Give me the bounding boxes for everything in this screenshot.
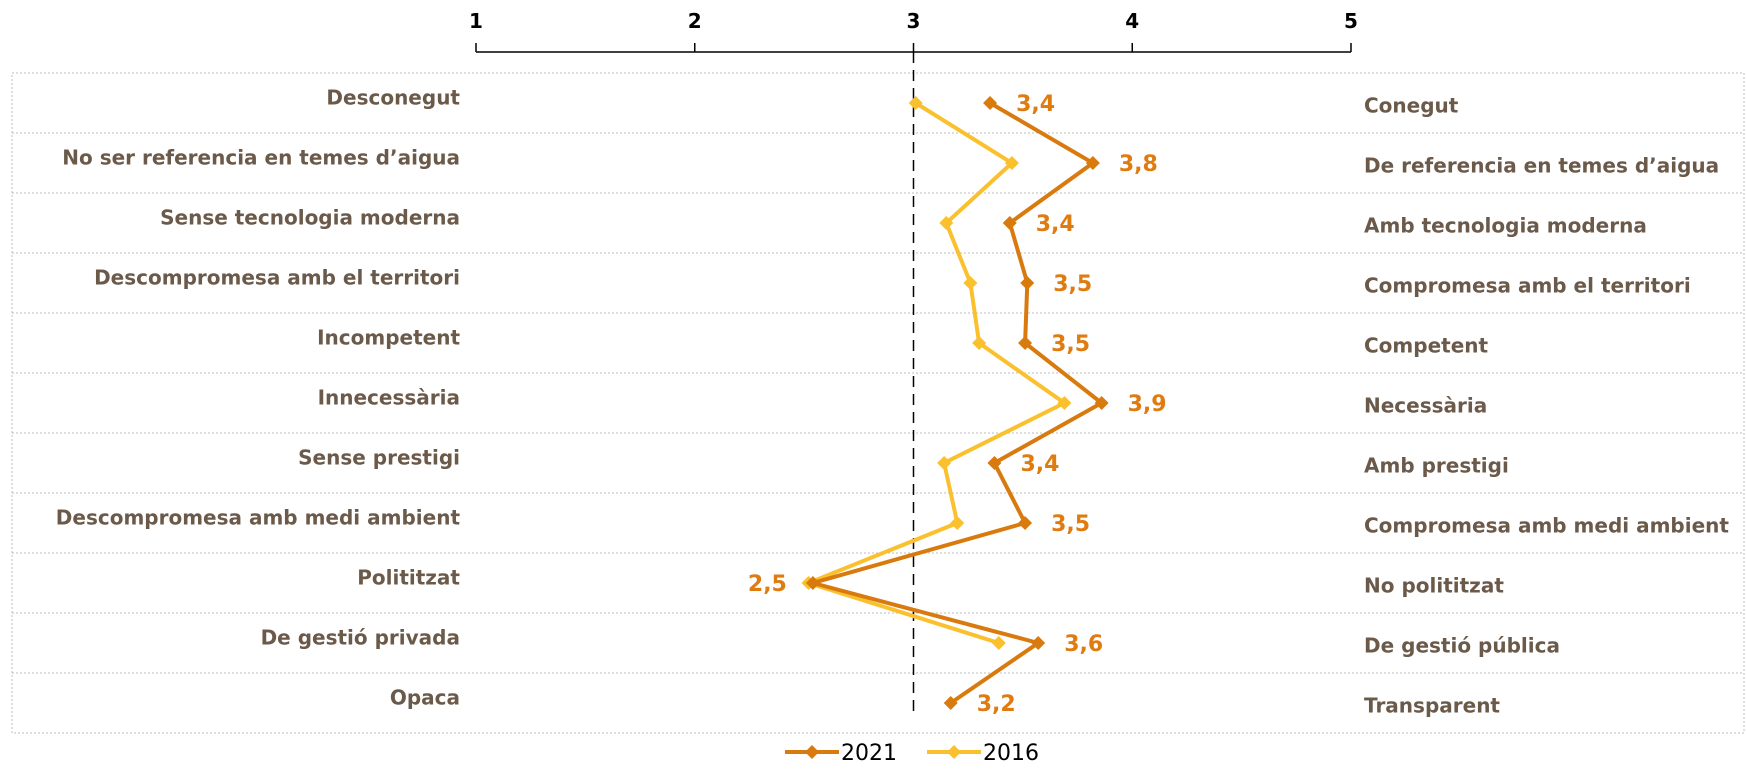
series-point-2021: [1085, 156, 1100, 170]
right-label: Amb tecnologia moderna: [1364, 214, 1647, 238]
left-label: Desconegut: [326, 86, 460, 110]
right-label: De gestió pública: [1364, 634, 1560, 658]
series-point-2016: [991, 636, 1006, 650]
data-label: 3,4: [1036, 212, 1075, 237]
left-label: Descompromesa amb medi ambient: [56, 506, 461, 530]
left-label: Sense tecnologia moderna: [160, 206, 460, 230]
left-label: Polititzat: [357, 566, 460, 590]
left-label: De gestió privada: [261, 626, 460, 650]
series-point-2021: [1018, 336, 1033, 350]
series-point-2016: [1057, 396, 1072, 410]
legend: 2021 2016: [785, 741, 1039, 766]
top-axis: 1 2 3 4 5: [469, 9, 1358, 53]
series-point-2021: [805, 576, 820, 590]
series-point-2021: [943, 696, 958, 710]
legend-label: 2016: [983, 741, 1039, 766]
series-point-2016: [972, 336, 987, 350]
side-labels: Desconegut No ser referencia en temes d’a…: [56, 86, 1730, 718]
series-point-2016: [939, 216, 954, 230]
data-labels: 3,4 3,8 3,4 3,5 3,5 3,9 3,4 3,5 2,5 3,6 3,2: [748, 92, 1167, 717]
x-tick-label: 1: [469, 9, 483, 33]
series-lines: [801, 96, 1109, 710]
series-point-2021: [1020, 276, 1035, 290]
series-point-2021: [1018, 516, 1033, 530]
right-label: Amb prestigi: [1364, 454, 1509, 478]
series-point-2016: [963, 276, 978, 290]
data-label: 2,5: [748, 572, 787, 597]
legend-marker-2021: [805, 745, 819, 759]
left-label: Incompetent: [317, 326, 460, 350]
data-label: 3,5: [1053, 272, 1092, 297]
series-point-2021: [1031, 636, 1046, 650]
data-label: 3,2: [977, 692, 1016, 717]
series-point-2021: [983, 96, 998, 110]
data-label: 3,6: [1064, 632, 1103, 657]
right-label: Compromesa amb medi ambient: [1364, 514, 1729, 538]
series-point-2021: [1002, 216, 1017, 230]
data-label: 3,5: [1051, 512, 1090, 537]
series-point-2021: [987, 456, 1002, 470]
data-label: 3,9: [1128, 392, 1167, 417]
series-point-2016: [937, 456, 952, 470]
right-label: De referencia en temes d’aigua: [1364, 154, 1719, 178]
left-label: Descompromesa amb el territori: [94, 266, 460, 290]
left-label: Opaca: [390, 686, 460, 710]
right-label: Competent: [1364, 334, 1489, 358]
left-label: No ser referencia en temes d’aigua: [62, 146, 460, 170]
data-label: 3,5: [1051, 332, 1090, 357]
series-point-2016: [1004, 156, 1019, 170]
x-tick-label: 3: [907, 9, 921, 33]
series-line-2016: [802, 101, 1069, 645]
right-label: Conegut: [1364, 94, 1459, 118]
right-label: Transparent: [1364, 694, 1500, 718]
series-point-2016: [908, 96, 923, 110]
x-tick-label: 4: [1125, 9, 1139, 33]
left-label: Sense prestigi: [298, 446, 460, 470]
data-label: 3,4: [1020, 452, 1059, 477]
right-label: No polititzat: [1364, 574, 1504, 598]
data-label: 3,4: [1016, 92, 1055, 117]
legend-label: 2021: [841, 741, 897, 766]
series-point-2016: [950, 516, 965, 530]
right-label: Compromesa amb el territori: [1364, 274, 1691, 298]
series-point-2021: [1094, 396, 1109, 410]
legend-marker-2016: [947, 745, 961, 759]
right-label: Necessària: [1364, 394, 1487, 418]
x-tick-label: 5: [1344, 9, 1358, 33]
left-label: Innecessària: [318, 386, 460, 410]
data-label: 3,8: [1119, 152, 1158, 177]
table-border: [11, 72, 1745, 734]
x-tick-label: 2: [688, 9, 702, 33]
